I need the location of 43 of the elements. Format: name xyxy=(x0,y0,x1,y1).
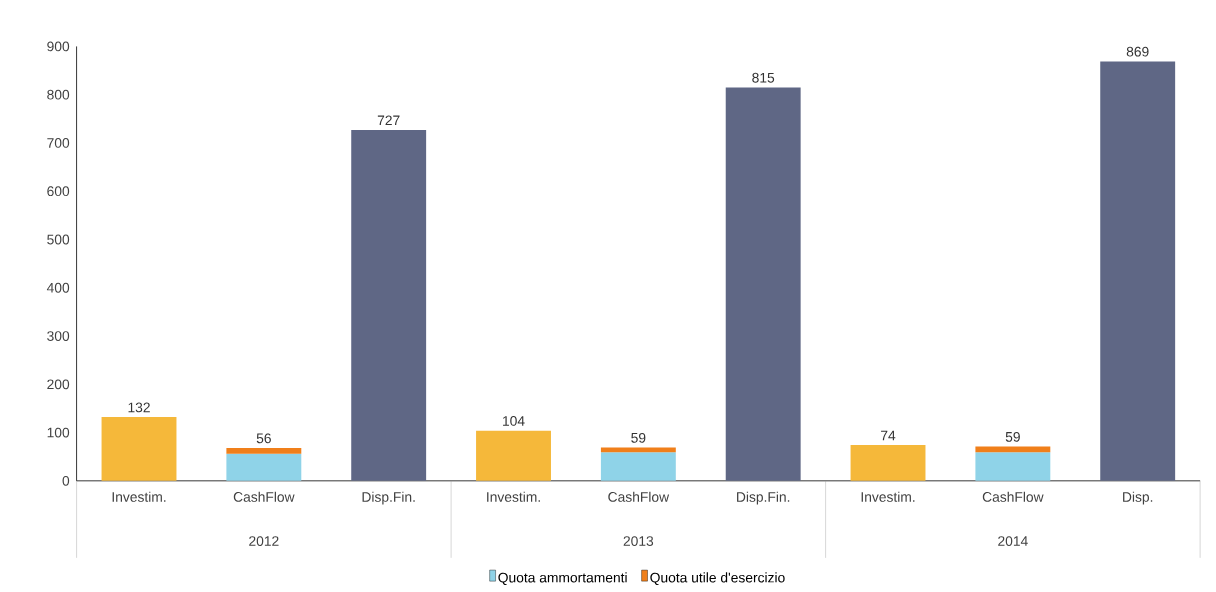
bar xyxy=(725,87,801,481)
x-tick-label: Investim. xyxy=(487,491,540,502)
x-tick-label: CashFlow xyxy=(982,491,1044,502)
bar xyxy=(975,452,1051,481)
data-label: 727 xyxy=(377,115,400,125)
y-tick-label: 100 xyxy=(47,427,70,438)
y-tick-label: 800 xyxy=(47,89,70,100)
y-tick-label: 500 xyxy=(47,234,70,245)
x-tick-label: Investim. xyxy=(112,491,166,502)
bar xyxy=(1100,61,1176,481)
text: 2012 xyxy=(249,535,279,546)
bar xyxy=(101,416,177,481)
y-tick-label: 900 xyxy=(47,41,70,52)
bar xyxy=(600,452,676,481)
x-tick-label: Disp.Fin. xyxy=(362,491,415,505)
data-label: 74 xyxy=(881,430,896,441)
y-tick-label: 400 xyxy=(46,282,70,293)
bar xyxy=(226,453,302,481)
x-tick-label: Disp.Fin. xyxy=(737,491,790,505)
data-label: 815 xyxy=(752,72,775,83)
y-tick-label: 600 xyxy=(47,186,70,196)
x-tick-label: CashFlow xyxy=(233,491,295,502)
y-tick-label: 300 xyxy=(47,330,70,341)
y-tick-label: 200 xyxy=(47,379,70,389)
x-tick-label: Investim. xyxy=(861,491,915,502)
bar xyxy=(226,447,302,454)
data-label: 59 xyxy=(631,432,646,443)
data-label: 104 xyxy=(503,415,525,426)
y-tick-label: 0 xyxy=(62,475,70,486)
text: 2013 xyxy=(623,535,654,546)
text: 2014 xyxy=(998,535,1028,546)
x-tick-label: Disp. xyxy=(1123,491,1153,505)
bar xyxy=(476,430,551,481)
data-label: 56 xyxy=(256,433,271,444)
bar xyxy=(351,129,427,481)
data-label: 59 xyxy=(1005,431,1020,442)
y-tick-label: 700 xyxy=(47,137,70,148)
legend-label: Quota ammortamenti xyxy=(498,572,627,585)
data-label: 132 xyxy=(128,402,150,413)
data-label: 869 xyxy=(1126,46,1149,57)
bar xyxy=(850,444,926,481)
legend-label: Quota utile d'esercizio xyxy=(650,572,785,585)
x-tick-label: CashFlow xyxy=(608,491,670,502)
